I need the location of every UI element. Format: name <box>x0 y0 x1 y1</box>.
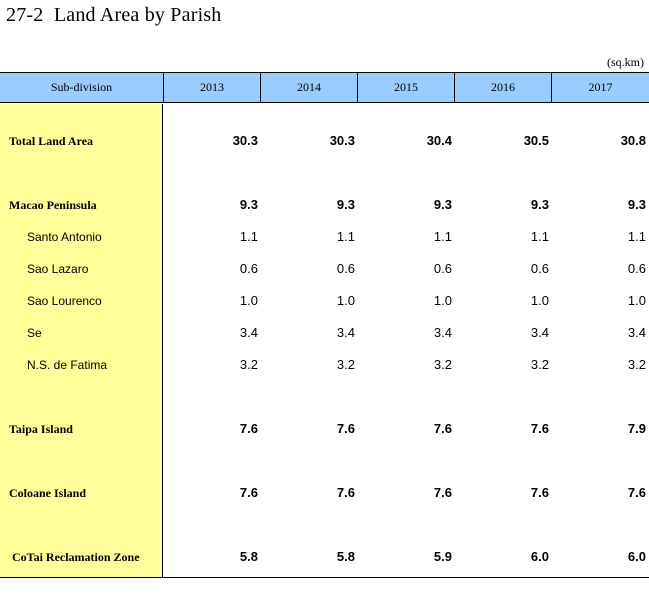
table-row: N.S. de Fatima 3.2 3.2 3.2 3.2 3.2 <box>0 355 649 375</box>
header-year: 2017 <box>551 73 649 102</box>
cell-value: 1.0 <box>239 293 258 308</box>
table-row: Sao Lourenco 1.0 1.0 1.0 1.0 1.0 <box>0 291 649 311</box>
row-label: Coloane Island <box>9 486 87 500</box>
cell-value: 7.6 <box>530 485 549 500</box>
row-label: Macao Peninsula <box>9 198 97 212</box>
cell-value: 3.4 <box>530 325 549 340</box>
cell-value: 0.6 <box>433 261 452 276</box>
header-subdivision: Sub-division <box>50 80 113 94</box>
row-label: Taipa Island <box>9 422 73 436</box>
cell-value: 7.6 <box>433 485 452 500</box>
cell-value: 5.8 <box>336 549 355 564</box>
cell-value: 6.0 <box>530 549 549 564</box>
row-label: CoTai Reclamation Zone <box>12 550 140 564</box>
table-row: Sao Lazaro 0.6 0.6 0.6 0.6 0.6 <box>0 259 649 279</box>
table-row: CoTai Reclamation Zone 5.8 5.8 5.9 6.0 6… <box>0 547 649 567</box>
cell-value: 1.1 <box>336 229 355 244</box>
cell-value: 3.4 <box>239 325 258 340</box>
cell-value: 1.1 <box>239 229 258 244</box>
cell-value: 0.6 <box>530 261 549 276</box>
cell-value: 7.6 <box>239 485 258 500</box>
row-label: Sao Lourenco <box>27 294 102 308</box>
header-year: 2013 <box>163 73 260 102</box>
cell-value: 3.2 <box>336 357 355 372</box>
cell-value: 5.8 <box>239 549 258 564</box>
cell-value: 3.2 <box>627 357 646 372</box>
cell-value: 7.6 <box>336 485 355 500</box>
cell-value: 0.6 <box>627 261 646 276</box>
cell-value: 0.6 <box>239 261 258 276</box>
page-title: 27-2 Land Area by Parish <box>6 4 222 26</box>
cell-value: 3.4 <box>336 325 355 340</box>
cell-value: 9.3 <box>627 197 646 212</box>
cell-value: 9.3 <box>530 197 549 212</box>
cell-value: 7.9 <box>627 421 646 436</box>
cell-value: 3.4 <box>433 325 452 340</box>
unit-note: (sq.km) <box>607 55 644 69</box>
cell-value: 30.3 <box>232 133 258 148</box>
cell-value: 0.6 <box>336 261 355 276</box>
row-label: Total Land Area <box>9 134 94 148</box>
subdivision-column <box>0 104 163 577</box>
cell-value: 7.6 <box>336 421 355 436</box>
table-row: Total Land Area 30.3 30.3 30.4 30.5 30.8 <box>0 131 649 151</box>
cell-value: 30.8 <box>620 133 646 148</box>
cell-value: 5.9 <box>433 549 452 564</box>
table-header: Sub-division 2013 2014 2015 2016 2017 <box>0 72 649 103</box>
cell-value: 7.6 <box>239 421 258 436</box>
cell-value: 30.4 <box>426 133 452 148</box>
header-year: 2015 <box>357 73 454 102</box>
header-year: 2016 <box>454 73 551 102</box>
row-label: Santo Antonio <box>27 230 102 244</box>
table-row: Santo Antonio 1.1 1.1 1.1 1.1 1.1 <box>0 227 649 247</box>
cell-value: 9.3 <box>239 197 258 212</box>
cell-value: 3.2 <box>530 357 549 372</box>
cell-value: 9.3 <box>336 197 355 212</box>
cell-value: 1.0 <box>627 293 646 308</box>
cell-value: 30.5 <box>523 133 549 148</box>
row-label: Sao Lazaro <box>27 262 89 276</box>
cell-value: 1.0 <box>530 293 549 308</box>
cell-value: 1.1 <box>530 229 549 244</box>
cell-value: 3.2 <box>433 357 452 372</box>
table-row: Taipa Island 7.6 7.6 7.6 7.6 7.9 <box>0 419 649 439</box>
cell-value: 1.0 <box>433 293 452 308</box>
cell-value: 1.0 <box>336 293 355 308</box>
row-label: Se <box>27 326 42 340</box>
table-row: Se 3.4 3.4 3.4 3.4 3.4 <box>0 323 649 343</box>
cell-value: 7.6 <box>627 485 646 500</box>
cell-value: 7.6 <box>530 421 549 436</box>
header-year: 2014 <box>260 73 357 102</box>
table-bottom-rule <box>0 577 649 578</box>
cell-value: 1.1 <box>433 229 452 244</box>
cell-value: 1.1 <box>627 229 646 244</box>
cell-value: 9.3 <box>433 197 452 212</box>
row-label: N.S. de Fatima <box>27 358 108 372</box>
cell-value: 30.3 <box>329 133 355 148</box>
cell-value: 7.6 <box>433 421 452 436</box>
cell-value: 3.2 <box>239 357 258 372</box>
cell-value: 3.4 <box>627 325 646 340</box>
table-row: Macao Peninsula 9.3 9.3 9.3 9.3 9.3 <box>0 195 649 215</box>
cell-value: 6.0 <box>627 549 646 564</box>
table-row: Coloane Island 7.6 7.6 7.6 7.6 7.6 <box>0 483 649 503</box>
